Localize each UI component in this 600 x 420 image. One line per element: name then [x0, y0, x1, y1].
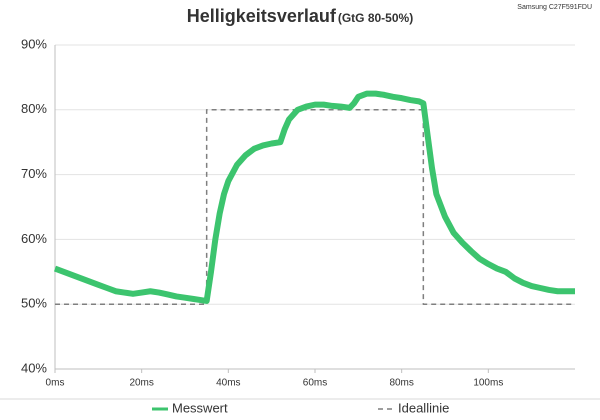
chart-title: Helligkeitsverlauf — [187, 6, 337, 26]
y-tick-label: 80% — [21, 101, 47, 116]
annotation: Samsung C27F591FDU — [517, 4, 592, 11]
x-tick-label: 0ms — [46, 378, 65, 389]
legend-label: Ideallinie — [398, 400, 449, 415]
x-tick-label: 40ms — [216, 378, 240, 389]
y-tick-label: 90% — [21, 36, 47, 51]
x-tick-label: 60ms — [303, 378, 327, 389]
y-tick-label: 60% — [21, 231, 47, 246]
x-tick-label: 20ms — [129, 378, 153, 389]
y-tick-label: 40% — [21, 360, 47, 375]
chart-subtitle: (GtG 80-50%) — [338, 11, 413, 25]
series-line — [53, 90, 575, 304]
x-tick-label: 80ms — [389, 378, 413, 389]
legend-label: Messwert — [172, 400, 228, 415]
x-tick-label: 100ms — [473, 378, 503, 389]
series-line — [55, 109, 575, 305]
y-tick-label: 70% — [21, 166, 47, 181]
y-tick-label: 50% — [21, 296, 47, 311]
